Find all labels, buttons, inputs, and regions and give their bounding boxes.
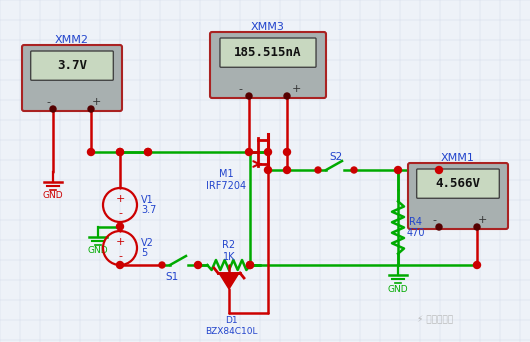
Text: XMM1: XMM1 [441,153,475,163]
Text: 3.7V: 3.7V [57,59,87,72]
Text: XMM2: XMM2 [55,35,89,45]
Text: D1
BZX84C10L: D1 BZX84C10L [205,316,257,336]
Circle shape [284,148,290,156]
Circle shape [264,167,271,173]
Circle shape [87,148,94,156]
Text: GND: GND [43,192,63,200]
Circle shape [246,262,253,268]
Text: -: - [118,208,122,218]
Circle shape [394,167,402,173]
Circle shape [246,262,253,268]
Circle shape [88,106,94,112]
Text: +: + [116,237,125,247]
Circle shape [284,167,290,173]
FancyBboxPatch shape [220,38,316,67]
Text: 185.515nA: 185.515nA [234,46,302,59]
Circle shape [284,93,290,99]
Text: V1: V1 [141,195,154,205]
Circle shape [315,167,321,173]
Text: GND: GND [87,246,108,255]
Circle shape [50,106,56,112]
Text: GND: GND [387,285,408,293]
Text: 4.566V: 4.566V [436,177,481,190]
Text: R4
470: R4 470 [407,217,425,238]
Text: V2: V2 [141,238,154,248]
FancyBboxPatch shape [408,163,508,229]
FancyBboxPatch shape [22,45,122,111]
Text: -: - [238,84,242,94]
Circle shape [246,93,252,99]
Circle shape [474,224,480,230]
Circle shape [117,148,123,156]
Text: XMM3: XMM3 [251,22,285,32]
Circle shape [117,262,123,268]
Text: R2
1K: R2 1K [223,240,235,262]
Circle shape [473,262,481,268]
Circle shape [145,148,152,156]
Circle shape [351,167,357,173]
Circle shape [436,224,442,230]
Text: +: + [292,84,301,94]
Text: +: + [91,97,101,107]
Circle shape [159,262,165,268]
FancyBboxPatch shape [417,169,499,198]
Circle shape [145,148,152,156]
Polygon shape [219,273,239,289]
Text: -: - [46,97,50,107]
Text: M1
IRF7204: M1 IRF7204 [206,169,246,191]
Circle shape [195,262,201,268]
Text: 3.7: 3.7 [141,205,156,215]
Text: +: + [116,194,125,204]
Text: 5: 5 [141,248,147,258]
Circle shape [245,148,252,156]
Text: S2: S2 [329,152,342,162]
Circle shape [117,223,123,230]
Text: +: + [478,215,487,225]
Text: ⚡ 电路一点通: ⚡ 电路一点通 [417,316,453,325]
Circle shape [436,167,443,173]
Circle shape [117,148,123,156]
Text: S1: S1 [165,272,179,282]
Circle shape [195,262,201,268]
Text: -: - [432,215,436,225]
FancyBboxPatch shape [210,32,326,98]
Text: -: - [118,251,122,261]
Circle shape [264,148,271,156]
FancyBboxPatch shape [31,51,113,80]
